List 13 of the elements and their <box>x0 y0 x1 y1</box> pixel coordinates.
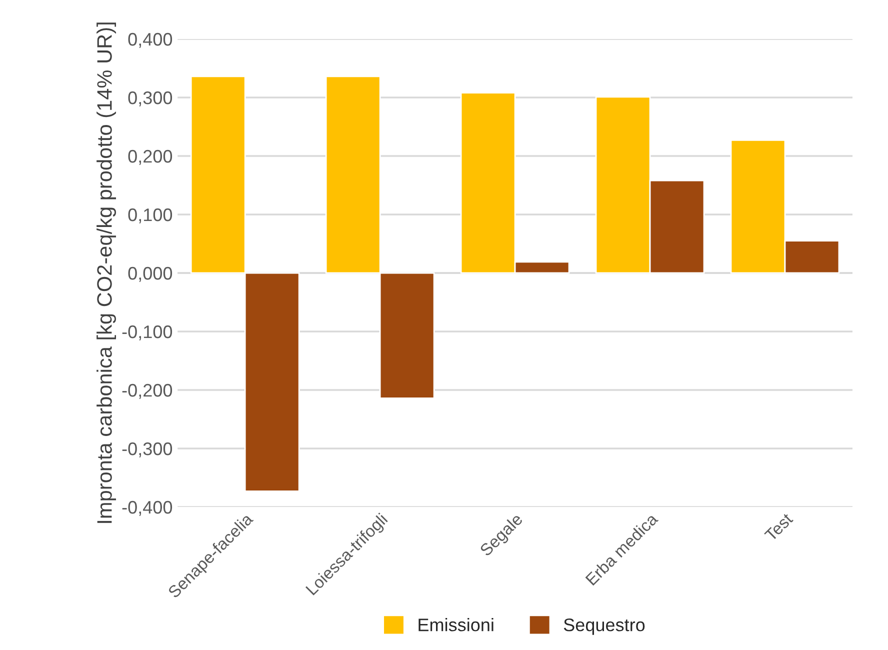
y-tick-label: 0,400 <box>128 32 172 48</box>
y-axis-title: Impronta carbonica [kg CO2-eq/kg prodotto (14% UR)] <box>96 22 116 523</box>
y-tick-label: -0,400 <box>122 500 172 516</box>
y-tick-label: 0,000 <box>128 266 172 282</box>
y-tick-label: 0,100 <box>128 208 172 224</box>
x-tick-label: Test <box>764 512 794 542</box>
y-tick-label: -0,300 <box>122 442 172 458</box>
y-tick-label: 0,200 <box>128 150 172 165</box>
y-tick-label: -0,100 <box>122 325 172 340</box>
legend-label: Emissioni <box>418 618 494 632</box>
legend-label: Sequestro <box>564 618 645 635</box>
y-tick-label: -0,200 <box>122 384 172 399</box>
y-tick-label: 0,300 <box>128 91 172 106</box>
